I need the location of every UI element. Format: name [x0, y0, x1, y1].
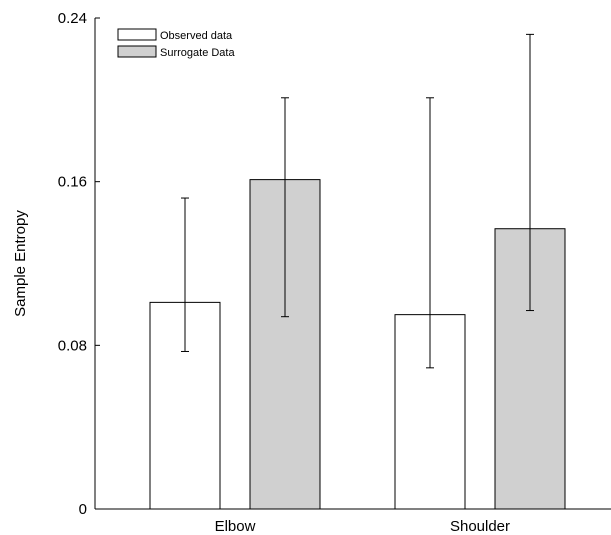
legend-swatch	[117, 28, 157, 41]
legend-label: Observed data	[160, 30, 233, 42]
x-tick-label: Shoulder	[450, 518, 510, 535]
legend-label: Surrogate Data	[160, 47, 235, 59]
y-tick-label: 0	[79, 501, 87, 518]
y-tick-label: 0.08	[58, 337, 87, 354]
bars	[149, 179, 566, 510]
legend-swatch	[117, 45, 157, 58]
x-tick-label: Elbow	[215, 518, 256, 535]
y-tick-label: 0.16	[58, 174, 87, 191]
y-tick-label: 0.24	[58, 10, 87, 27]
x-axis: Elbow Shoulder	[95, 508, 611, 535]
error-bars	[181, 33, 534, 369]
y-axis-label: Sample Entropy	[12, 210, 29, 317]
legend: Observed data Surrogate Data	[117, 28, 235, 59]
y-axis: 0 0.08 0.16 0.24	[58, 10, 100, 518]
